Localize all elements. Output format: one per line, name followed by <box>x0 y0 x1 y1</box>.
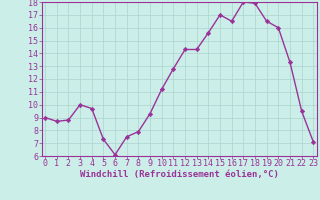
X-axis label: Windchill (Refroidissement éolien,°C): Windchill (Refroidissement éolien,°C) <box>80 170 279 179</box>
